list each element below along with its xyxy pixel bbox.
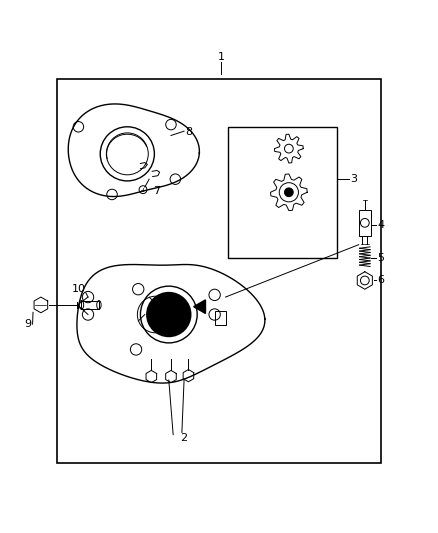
Circle shape (285, 188, 293, 197)
Bar (81, 301, 99, 309)
Text: 3: 3 (350, 174, 357, 184)
Bar (57, 79, 381, 463)
Text: 1: 1 (218, 52, 225, 62)
Text: 6: 6 (377, 276, 384, 286)
Bar (228, 127, 337, 258)
Text: 7: 7 (153, 187, 161, 196)
Circle shape (146, 292, 191, 337)
Text: 4: 4 (377, 220, 384, 230)
Bar (215, 311, 226, 326)
Text: 8: 8 (185, 127, 193, 137)
Text: 10: 10 (72, 284, 86, 294)
Polygon shape (194, 300, 205, 313)
Text: 9: 9 (24, 319, 32, 329)
Text: 5: 5 (377, 253, 384, 263)
Text: 2: 2 (180, 433, 187, 442)
Bar (359, 210, 371, 236)
